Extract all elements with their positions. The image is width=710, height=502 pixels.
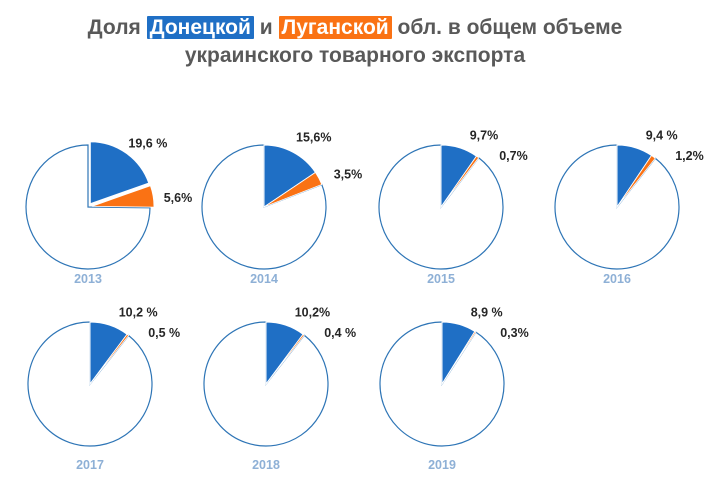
pie-label-donetsk-2017: 10,2 %	[119, 306, 158, 320]
pie-year-label-2019: 2019	[428, 458, 456, 472]
title-donetsk-highlight: Донецкой	[146, 16, 254, 39]
pie-label-lugansk-2019: 0,3%	[500, 326, 529, 340]
pie-slice-lugansk-2017	[89, 333, 130, 385]
pie-label-lugansk-2017: 0,5 %	[148, 326, 180, 340]
pie-slice-donetsk-2013	[89, 141, 150, 205]
pie-label-lugansk-2014: 3,5%	[334, 168, 363, 182]
pie-slice-lugansk-2013	[91, 185, 155, 208]
pie-chart-2015: 9,7%0,7% 2015	[378, 129, 528, 286]
pie-year-label-2015: 2015	[427, 272, 455, 286]
pie-label-lugansk-2013: 5,6%	[164, 191, 193, 205]
pie-year-label-2017: 2017	[76, 458, 104, 472]
pie-label-lugansk-2015: 0,7%	[499, 149, 528, 163]
chart-title: Доля Донецкой и Луганской обл. в общем о…	[0, 14, 710, 70]
pie-label-donetsk-2014: 15,6%	[296, 131, 331, 145]
pie-year-label-2013: 2013	[74, 272, 102, 286]
pie-label-lugansk-2016: 1,2%	[675, 149, 704, 163]
title-part-1: Доля	[87, 16, 147, 39]
pie-label-donetsk-2013: 19,6 %	[128, 136, 167, 150]
title-lugansk-highlight: Луганской	[278, 16, 392, 39]
pie-chart-2017: 10,2 % 0,5 % 2017	[27, 306, 180, 472]
title-part-3: обл. в общем объеме	[391, 16, 623, 39]
pie-year-label-2016: 2016	[603, 272, 631, 286]
pie-year-label-2014: 2014	[250, 272, 278, 286]
pie-year-label-2018: 2018	[252, 458, 280, 472]
pie-slice-lugansk-2019	[441, 330, 477, 385]
pie-label-donetsk-2019: 8,9 %	[471, 306, 503, 320]
pie-label-donetsk-2015: 9,7%	[470, 129, 499, 143]
pie-slice-lugansk-2014	[263, 171, 323, 208]
pie-label-lugansk-2018: 0,4 %	[324, 326, 356, 340]
pie-slice-lugansk-2018	[265, 333, 305, 385]
pie-chart-2019: 8,9 % 0,3% 2019	[379, 306, 529, 472]
pie-slice-lugansk-2016	[616, 154, 656, 208]
chart-title-line-1: Доля Донецкой и Луганской обл. в общем о…	[0, 14, 710, 42]
pie-chart-2016: 9,4 % 1,2% 2016	[554, 129, 704, 286]
pie-chart-2013: 19,6 % 5,6% 2013	[25, 136, 193, 286]
pie-chart-2014: 15,6% 3,5% 2014	[201, 131, 363, 286]
pie-label-donetsk-2016: 9,4 %	[646, 129, 678, 143]
pie-slice-lugansk-2015	[440, 155, 480, 208]
pie-label-donetsk-2018: 10,2%	[295, 306, 330, 320]
title-part-2: и	[253, 16, 279, 39]
chart-title-line-2: украинского товарного экспорта	[184, 44, 526, 67]
pie-slice-other-2013	[25, 144, 151, 270]
pie-slice-donetsk-2014	[263, 144, 317, 208]
pie-chart-2018: 10,2% 0,4 % 2018	[203, 306, 356, 472]
